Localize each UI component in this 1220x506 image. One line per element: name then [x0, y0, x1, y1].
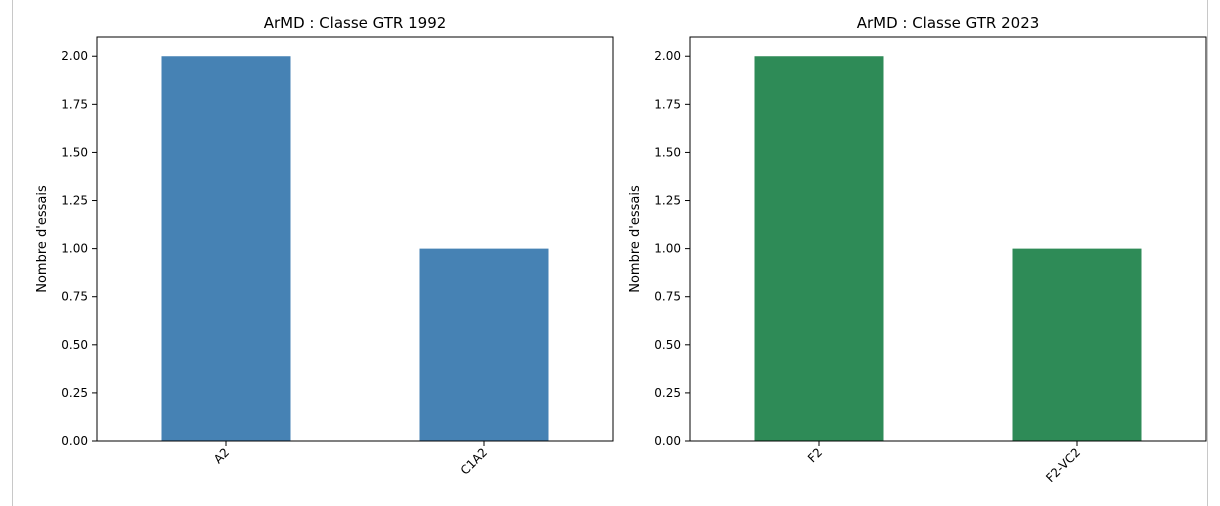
y-tick-label: 0.50	[654, 338, 681, 352]
y-axis-label: Nombre d'essais	[35, 185, 50, 293]
y-tick-label: 0.50	[61, 338, 88, 352]
bar-f2	[754, 56, 884, 441]
y-tick-label: 0.00	[654, 434, 681, 448]
y-tick-label: 1.00	[61, 242, 88, 256]
x-tick-label: F2	[805, 445, 825, 465]
chart-left: 0.00 0.25 0.50 0.75 1.00 1.25 1.50 1.75 2.00 A2 C1…	[35, 14, 614, 478]
chart-title: ArMD : Classe GTR 2023	[857, 14, 1040, 32]
y-tick-label: 2.00	[654, 49, 681, 63]
y-tick-label: 1.75	[654, 97, 681, 111]
y-tick-label: 0.75	[654, 290, 681, 304]
y-tick-label: 1.00	[654, 242, 681, 256]
y-tick-label: 1.25	[654, 194, 681, 208]
bar-f2-vc2	[1012, 248, 1142, 441]
figure-frame	[12, 0, 1208, 506]
y-tick-label: 1.50	[654, 145, 681, 159]
axes-frame	[689, 36, 1207, 442]
y-tick-label: 2.00	[61, 49, 88, 63]
bar-a2	[161, 56, 291, 441]
chart-title: ArMD : Classe GTR 1992	[264, 14, 447, 32]
chart-right: 0.00 0.25 0.50 0.75 1.00 1.25 1.50 1.75 2.00 F2 F2…	[628, 14, 1207, 485]
y-tick-label: 1.25	[61, 194, 88, 208]
x-tick-label: C1A2	[458, 445, 490, 477]
y-axis-label: Nombre d'essais	[628, 185, 643, 293]
x-tick-label: F2-VC2	[1043, 445, 1083, 485]
x-tick-label: A2	[211, 445, 232, 466]
axes-frame	[96, 36, 614, 442]
y-tick-label: 0.25	[61, 386, 88, 400]
y-tick-label: 0.00	[61, 434, 88, 448]
y-tick-label: 0.25	[654, 386, 681, 400]
bar-c1a2	[419, 248, 549, 441]
y-tick-label: 0.75	[61, 290, 88, 304]
y-tick-label: 1.50	[61, 145, 88, 159]
y-tick-label: 1.75	[61, 97, 88, 111]
